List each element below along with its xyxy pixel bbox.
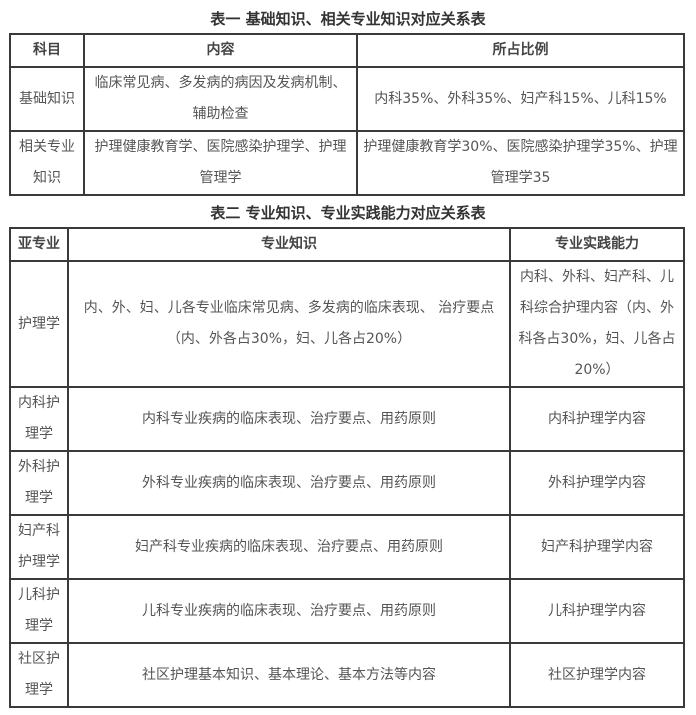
table-row: 儿科护理学 儿科专业疾病的临床表现、治疗要点、用药原则 儿科护理学内容: [9, 578, 685, 644]
table-header-row: 科目 内容 所占比例: [9, 33, 685, 68]
header-cell: 专业实践能力: [509, 227, 685, 262]
header-cell: 所占比例: [356, 33, 685, 68]
cell: 护理健康教育学、医院感染护理学、护理管理学: [83, 130, 358, 196]
header-cell: 亚专业: [9, 227, 69, 262]
cell: 社区护理学: [9, 642, 69, 708]
table-header-row: 亚专业 专业知识 专业实践能力: [9, 227, 685, 262]
table-row: 基础知识 临床常见病、多发病的病因及发病机制、辅助检查 内科35%、外科35%、…: [9, 66, 685, 132]
header-cell: 专业知识: [67, 227, 511, 262]
cell: 临床常见病、多发病的病因及发病机制、辅助检查: [83, 66, 358, 132]
table-row: 护理学 内、外、妇、儿各专业临床常见病、多发病的临床表现、 治疗要点（内、外各占…: [9, 260, 685, 388]
cell: 儿科专业疾病的临床表现、治疗要点、用药原则: [67, 578, 511, 644]
cell: 基础知识: [9, 66, 85, 132]
table2: 亚专业 专业知识 专业实践能力 护理学 内、外、妇、儿各专业临床常见病、多发病的…: [9, 227, 685, 708]
table1-title: 表一 基础知识、相关专业知识对应关系表: [210, 10, 486, 28]
cell: 内科护理学: [9, 386, 69, 452]
cell: 社区护理基本知识、基本理论、基本方法等内容: [67, 642, 511, 708]
header-cell: 科目: [9, 33, 85, 68]
cell: 社区护理学内容: [509, 642, 685, 708]
table-row: 外科护理学 外科专业疾病的临床表现、治疗要点、用药原则 外科护理学内容: [9, 450, 685, 516]
cell: 儿科护理学: [9, 578, 69, 644]
cell: 外科护理学内容: [509, 450, 685, 516]
cell: 外科专业疾病的临床表现、治疗要点、用药原则: [67, 450, 511, 516]
table-row: 内科护理学 内科专业疾病的临床表现、治疗要点、用药原则 内科护理学内容: [9, 386, 685, 452]
cell: 儿科护理学内容: [509, 578, 685, 644]
cell: 妇产科护理学内容: [509, 514, 685, 580]
cell: 妇产科护理学: [9, 514, 69, 580]
cell: 内、外、妇、儿各专业临床常见病、多发病的临床表现、 治疗要点（内、外各占30%，…: [67, 260, 511, 388]
cell: 内科35%、外科35%、妇产科15%、儿科15%: [356, 66, 685, 132]
table-row: 相关专业知识 护理健康教育学、医院感染护理学、护理管理学 护理健康教育学30%、…: [9, 130, 685, 196]
cell: 外科护理学: [9, 450, 69, 516]
cell: 妇产科专业疾病的临床表现、治疗要点、用药原则: [67, 514, 511, 580]
cell: 相关专业知识: [9, 130, 85, 196]
cell: 护理学: [9, 260, 69, 388]
cell: 内科专业疾病的临床表现、治疗要点、用药原则: [67, 386, 511, 452]
header-cell: 内容: [83, 33, 358, 68]
table1: 科目 内容 所占比例 基础知识 临床常见病、多发病的病因及发病机制、辅助检查 内…: [9, 33, 685, 196]
cell: 内科护理学内容: [509, 386, 685, 452]
table-row: 妇产科护理学 妇产科专业疾病的临床表现、治疗要点、用药原则 妇产科护理学内容: [9, 514, 685, 580]
cell: 内科、外科、妇产科、儿科综合护理内容（内、外科各占30%，妇、儿各占20%）: [509, 260, 685, 388]
table2-title: 表二 专业知识、专业实践能力对应关系表: [210, 204, 486, 222]
table-row: 社区护理学 社区护理基本知识、基本理论、基本方法等内容 社区护理学内容: [9, 642, 685, 708]
cell: 护理健康教育学30%、医院感染护理学35%、护理管理学35: [356, 130, 685, 196]
